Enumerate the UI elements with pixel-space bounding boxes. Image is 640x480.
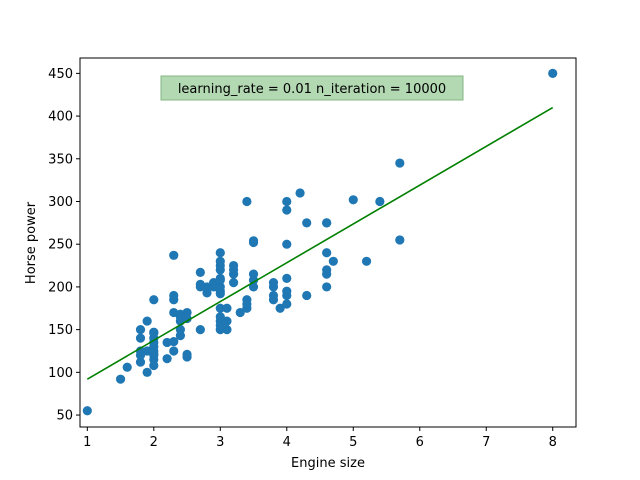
- data-point: [142, 367, 152, 377]
- annotation-box: learning_rate = 0.01 n_iteration = 10000: [160, 75, 464, 101]
- data-point: [135, 333, 146, 343]
- data-point: [215, 312, 225, 322]
- data-point: [275, 303, 285, 313]
- x-axis-ticks: 1 2 3 4 5 6 7 8: [83, 427, 557, 450]
- x-tick-label: 2: [150, 435, 158, 450]
- data-point: [235, 307, 245, 318]
- fit-line: [86, 106, 554, 380]
- y-tick-label: 200: [48, 280, 73, 295]
- data-point: [135, 357, 146, 367]
- data-point: [142, 316, 152, 326]
- x-tick-label: 3: [216, 435, 224, 450]
- plot-frame: [79, 57, 577, 428]
- data-point: [282, 239, 292, 249]
- data-point: [282, 196, 292, 207]
- data-point: [215, 275, 225, 285]
- x-tick-label: 5: [349, 435, 357, 450]
- data-point: [322, 265, 332, 275]
- data-point: [169, 346, 179, 356]
- x-tick-label: 1: [83, 435, 91, 450]
- y-tick-label: 350: [48, 152, 73, 167]
- data-point: [149, 295, 159, 305]
- data-point: [242, 196, 252, 207]
- y-tick-label: 150: [48, 323, 73, 338]
- data-point: [149, 328, 159, 338]
- data-point: [135, 325, 146, 335]
- y-tick-label: 250: [48, 238, 73, 253]
- y-tick-label: 50: [56, 409, 73, 424]
- data-point: [322, 248, 332, 258]
- data-point: [248, 282, 259, 292]
- data-point: [222, 316, 232, 326]
- data-point: [395, 158, 405, 168]
- data-point: [115, 374, 126, 384]
- data-point: [202, 282, 212, 292]
- data-points: [82, 68, 558, 416]
- data-point: [215, 248, 225, 258]
- y-axis-ticks: 50 100 150 200 250 300 350 400 450: [48, 67, 80, 424]
- y-tick-label: 100: [48, 366, 73, 381]
- data-point: [361, 256, 372, 266]
- data-point: [268, 278, 279, 288]
- x-tick-label: 7: [482, 435, 490, 450]
- fit-line-group: [86, 106, 554, 380]
- data-point: [242, 295, 252, 305]
- y-tick-label: 400: [48, 110, 73, 125]
- data-point: [82, 406, 92, 416]
- data-point: [215, 282, 225, 292]
- x-axis-label: Engine size: [291, 456, 365, 471]
- data-point: [215, 256, 225, 266]
- data-point: [228, 278, 239, 288]
- data-point: [248, 236, 259, 246]
- data-point: [195, 325, 205, 335]
- y-axis-label: Horse power: [24, 201, 39, 284]
- data-point: [182, 349, 192, 359]
- data-point: [328, 256, 338, 266]
- data-point: [169, 250, 179, 260]
- data-point: [228, 260, 239, 271]
- x-tick-label: 6: [416, 435, 424, 450]
- data-point: [175, 325, 185, 335]
- data-point: [162, 354, 172, 364]
- x-tick-label: 4: [283, 435, 291, 450]
- y-tick-label: 300: [48, 195, 73, 210]
- data-point: [282, 299, 292, 309]
- y-tick-label: 450: [48, 67, 73, 82]
- data-point: [302, 290, 312, 301]
- data-point: [169, 336, 179, 347]
- annotation-text: learning_rate = 0.01 n_iteration = 10000: [178, 82, 446, 97]
- data-point: [182, 307, 192, 318]
- data-point: [282, 205, 292, 215]
- data-point: [375, 196, 385, 207]
- data-point: [348, 195, 358, 205]
- data-point: [282, 273, 292, 283]
- data-point: [215, 303, 225, 313]
- data-point: [268, 290, 279, 301]
- data-point: [302, 218, 312, 228]
- annotation-background: [160, 75, 464, 101]
- data-point: [195, 267, 205, 277]
- data-point: [395, 235, 405, 245]
- data-point: [222, 303, 232, 313]
- data-point: [169, 290, 179, 301]
- data-point: [322, 282, 332, 292]
- data-point: [248, 269, 259, 279]
- data-point: [295, 188, 305, 198]
- data-point: [282, 286, 292, 296]
- data-point: [222, 325, 232, 335]
- data-point: [122, 362, 132, 372]
- data-point: [548, 68, 558, 78]
- x-tick-label: 8: [549, 435, 557, 450]
- data-point: [149, 348, 159, 359]
- data-point: [322, 218, 332, 228]
